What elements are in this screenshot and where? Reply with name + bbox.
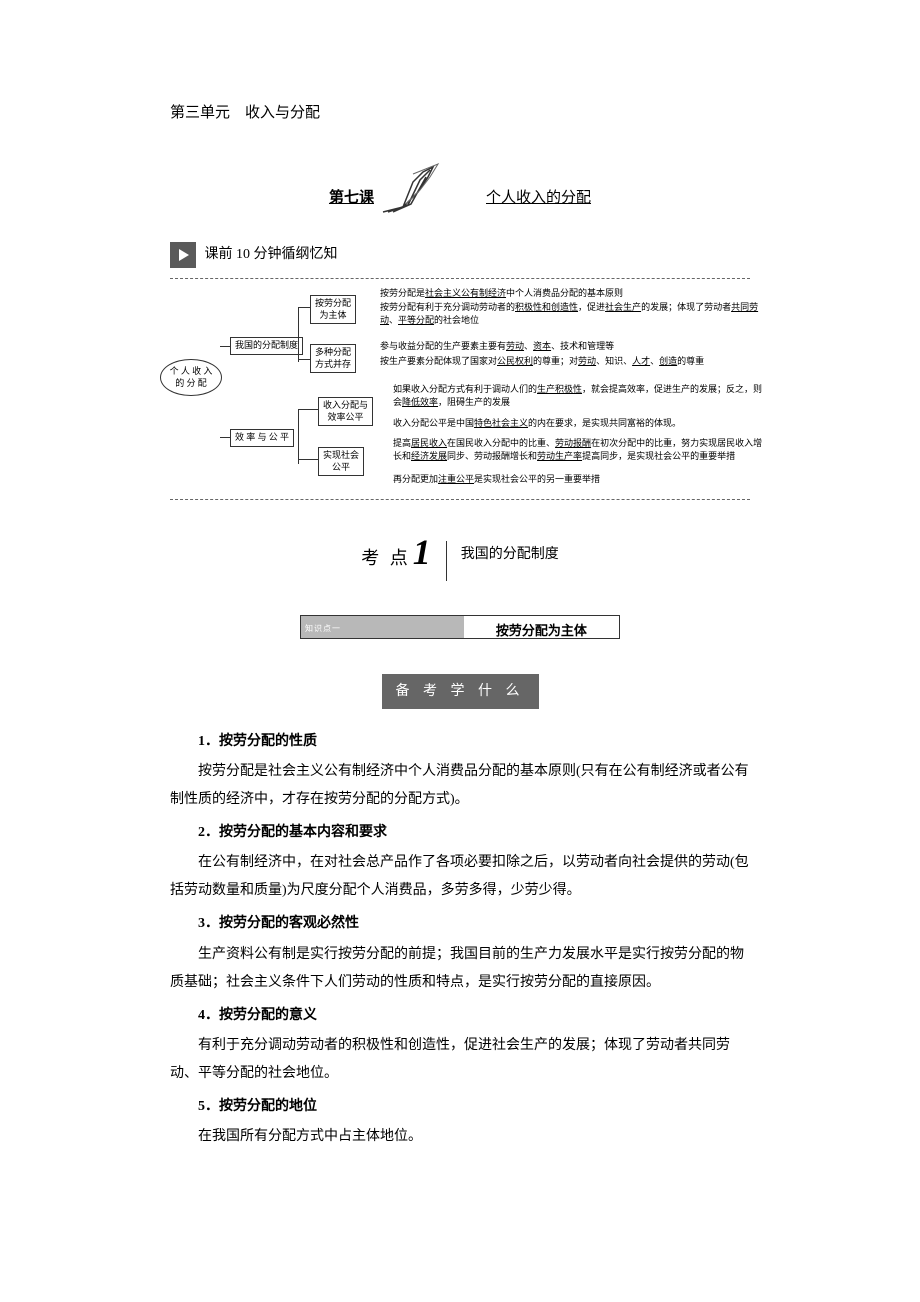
lesson-header: 第七课 个人收入的分配	[170, 157, 750, 217]
diagram-node4: 实现社会公平	[318, 447, 364, 476]
section-heading: 2．按劳分配的基本内容和要求	[170, 820, 750, 845]
kaodian-title: 我国的分配制度	[461, 547, 559, 562]
diagram-branch2: 效 率 与 公 平	[230, 429, 294, 447]
kaodian-number: 1	[413, 532, 431, 572]
content-section: 2．按劳分配的基本内容和要求在公有制经济中，在对社会总产品作了各项必要扣除之后，…	[170, 820, 750, 905]
content-body: 1．按劳分配的性质按劳分配是社会主义公有制经济中个人消费品分配的基本原则(只有在…	[170, 729, 750, 1151]
content-section: 5．按劳分配的地位在我国所有分配方式中占主体地位。	[170, 1094, 750, 1151]
diagram-node3: 收入分配与效率公平	[318, 397, 373, 426]
diagram-text5: 如果收入分配方式有利于调动人们的生产积极性，就会提高效率，促进生产的发展；反之，…	[393, 383, 763, 408]
kaodian-label: 考 点	[361, 548, 411, 568]
concept-diagram: 个 人 收 入的 分 配 我国的分配制度 效 率 与 公 平 按劳分配为主体 多…	[170, 289, 750, 489]
lesson-title: 个人收入的分配	[486, 190, 591, 206]
diagram-text8: 再分配更加注重公平是实现社会公平的另一重要举措	[393, 473, 600, 486]
section-paragraph: 生产资料公有制是实行按劳分配的前提；我国目前的生产力发展水平是实行按劳分配的物质…	[170, 941, 750, 997]
diagram-text6: 收入分配公平是中国特色社会主义的内在要求，是实现共同富裕的体现。	[393, 417, 681, 430]
section-paragraph: 在公有制经济中，在对社会总产品作了各项必要扣除之后，以劳动者向社会提供的劳动(包…	[170, 849, 750, 905]
diagram-text3: 参与收益分配的生产要素主要有劳动、资本、技术和管理等	[380, 340, 614, 353]
diagram-text2: 按劳分配有利于充分调动劳动者的积极性和创造性，促进社会生产的发展；体现了劳动者共…	[380, 301, 760, 326]
diagram-node1: 按劳分配为主体	[310, 295, 356, 324]
pre-class-text: 课前 10 分钟循纲忆知	[205, 247, 338, 262]
content-section: 4．按劳分配的意义有利于充分调动劳动者的积极性和创造性，促进社会生产的发展；体现…	[170, 1003, 750, 1088]
diagram-branch1: 我国的分配制度	[230, 337, 303, 355]
section-heading: 3．按劳分配的客观必然性	[170, 911, 750, 936]
diagram-text1: 按劳分配是社会主义公有制经济中个人消费品分配的基本原则	[380, 287, 623, 300]
pre-class-row: 课前 10 分钟循纲忆知	[170, 242, 750, 268]
kaodian-header: 考 点1 我国的分配制度	[170, 520, 750, 585]
feather-icon	[378, 162, 453, 217]
dashed-divider	[170, 278, 750, 279]
badge-text: 备 考 学 什 么	[382, 674, 539, 709]
section-paragraph: 有利于充分调动劳动者的积极性和创造性，促进社会生产的发展；体现了劳动者共同劳动、…	[170, 1032, 750, 1088]
section-heading: 1．按劳分配的性质	[170, 729, 750, 754]
knowledge-point-label: 知识点一	[301, 616, 464, 638]
play-icon	[170, 242, 196, 268]
unit-title: 第三单元 收入与分配	[170, 100, 750, 127]
dashed-divider	[170, 499, 750, 500]
knowledge-point-title: 按劳分配为主体	[464, 616, 619, 638]
section-heading: 4．按劳分配的意义	[170, 1003, 750, 1028]
diagram-node2: 多种分配方式并存	[310, 344, 356, 373]
section-badge: 备 考 学 什 么	[170, 674, 750, 709]
content-section: 3．按劳分配的客观必然性生产资料公有制是实行按劳分配的前提；我国目前的生产力发展…	[170, 911, 750, 996]
kaodian-divider	[446, 541, 447, 581]
section-paragraph: 按劳分配是社会主义公有制经济中个人消费品分配的基本原则(只有在公有制经济或者公有…	[170, 758, 750, 814]
section-heading: 5．按劳分配的地位	[170, 1094, 750, 1119]
content-section: 1．按劳分配的性质按劳分配是社会主义公有制经济中个人消费品分配的基本原则(只有在…	[170, 729, 750, 814]
knowledge-point-box: 知识点一 按劳分配为主体	[300, 615, 620, 639]
diagram-text7: 提高居民收入在国民收入分配中的比重、劳动报酬在初次分配中的比重，努力实现居民收入…	[393, 437, 763, 462]
section-paragraph: 在我国所有分配方式中占主体地位。	[170, 1123, 750, 1151]
diagram-text4: 按生产要素分配体现了国家对公民权利的尊重；对劳动、知识、人才、创造的尊重	[380, 355, 704, 368]
lesson-label: 第七课	[329, 190, 374, 206]
diagram-root: 个 人 收 入的 分 配	[160, 359, 222, 396]
